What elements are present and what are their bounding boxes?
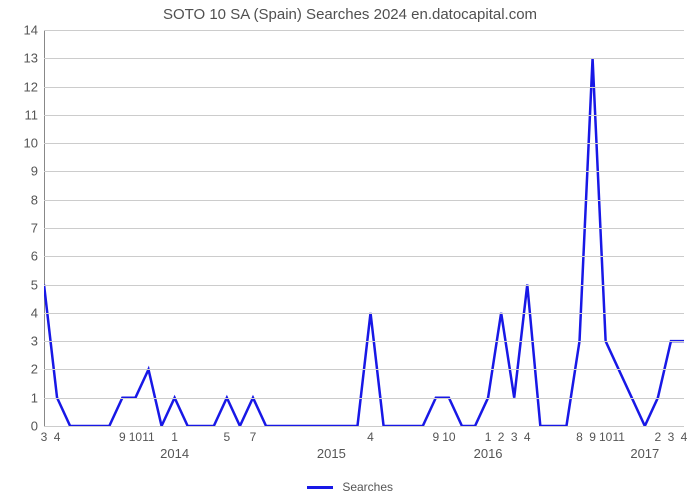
gridline [44, 30, 684, 31]
ytick-label: 0 [31, 419, 38, 434]
gridline [44, 398, 684, 399]
gridline [44, 228, 684, 229]
ytick-label: 6 [31, 249, 38, 264]
ytick-label: 2 [31, 362, 38, 377]
ytick-label: 8 [31, 192, 38, 207]
xtick-label: 9 [432, 430, 439, 444]
ytick-label: 3 [31, 334, 38, 349]
xtick-label: 9 [589, 430, 596, 444]
gridline [44, 426, 684, 427]
xtick-label: 10 [599, 430, 612, 444]
xtick-label: 4 [681, 430, 688, 444]
ytick-label: 12 [24, 79, 38, 94]
plot-area: 0123456789101112131434910111574910123489… [44, 30, 684, 426]
gridline [44, 313, 684, 314]
ytick-label: 13 [24, 51, 38, 66]
xtick-label: 4 [54, 430, 61, 444]
xtick-label: 5 [224, 430, 231, 444]
gridline [44, 200, 684, 201]
xtick-label: 3 [511, 430, 518, 444]
xgroup-label: 2015 [317, 446, 346, 461]
xgroup-label: 2017 [630, 446, 659, 461]
ytick-label: 11 [25, 107, 39, 122]
gridline [44, 285, 684, 286]
xtick-label: 7 [250, 430, 257, 444]
xtick-label: 2 [498, 430, 505, 444]
xtick-label: 1 [171, 430, 178, 444]
xtick-label: 10 [129, 430, 142, 444]
xtick-label: 9 [119, 430, 126, 444]
gridline [44, 369, 684, 370]
gridline [44, 256, 684, 257]
xtick-label: 2 [655, 430, 662, 444]
xtick-label: 4 [524, 430, 531, 444]
gridline [44, 143, 684, 144]
xtick-label: 1 [485, 430, 492, 444]
legend: Searches [0, 480, 700, 494]
xtick-label: 11 [142, 430, 154, 444]
xtick-label: 4 [367, 430, 374, 444]
legend-swatch [307, 486, 333, 489]
xgroup-label: 2016 [474, 446, 503, 461]
xtick-label: 10 [442, 430, 455, 444]
gridline [44, 115, 684, 116]
gridline [44, 341, 684, 342]
xtick-label: 11 [612, 430, 624, 444]
chart-title: SOTO 10 SA (Spain) Searches 2024 en.dato… [0, 6, 700, 23]
ytick-label: 5 [31, 277, 38, 292]
gridline [44, 87, 684, 88]
ytick-label: 10 [24, 136, 38, 151]
xgroup-label: 2014 [160, 446, 189, 461]
legend-label: Searches [342, 480, 393, 494]
xtick-label: 8 [576, 430, 583, 444]
ytick-label: 4 [31, 305, 38, 320]
gridline [44, 171, 684, 172]
xtick-label: 3 [41, 430, 48, 444]
ytick-label: 1 [31, 390, 38, 405]
ytick-label: 9 [31, 164, 38, 179]
ytick-label: 7 [31, 221, 38, 236]
xtick-label: 3 [668, 430, 675, 444]
ytick-label: 14 [24, 23, 38, 38]
gridline [44, 58, 684, 59]
